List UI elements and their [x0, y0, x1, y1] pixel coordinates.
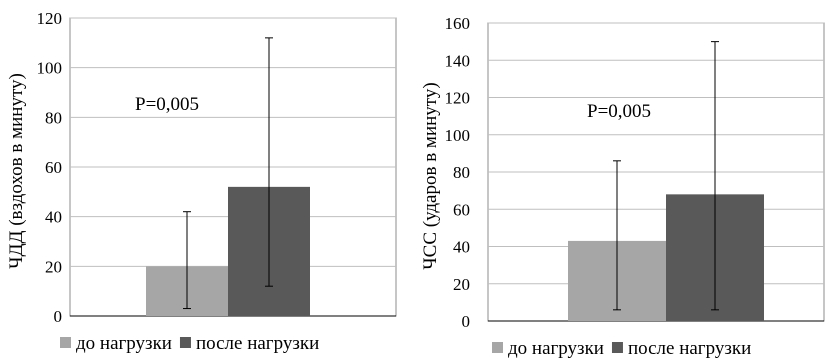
- y-tick-label: 40: [45, 208, 62, 227]
- legend-swatch: [611, 342, 623, 353]
- y-tick-label: 80: [453, 163, 470, 182]
- y-tick-label: 120: [445, 89, 471, 108]
- legend-swatch: [492, 342, 503, 353]
- y-tick-label: 80: [45, 108, 62, 127]
- legend-label: после нагрузки: [196, 333, 319, 354]
- legend-swatch: [60, 337, 71, 348]
- legend-label: до нагрузки: [508, 338, 604, 358]
- y-tick-label: 20: [45, 257, 62, 276]
- chart-1: 0 20 40 60 80 100 120 ЧДД (вздохов в минуту) P=0…: [6, 9, 397, 354]
- y-tick-label: 40: [453, 238, 470, 257]
- y-tick-label: 160: [445, 14, 471, 33]
- y-tick-label: 0: [54, 307, 63, 326]
- chart-2: 0 20 40 60 80 100 120 140 160 ЧСС (ударов в минут…: [420, 14, 825, 359]
- legend-label: после нагрузки: [628, 338, 751, 358]
- y-tick-label: 60: [45, 158, 62, 177]
- y-tick-label: 100: [445, 126, 471, 145]
- legend-swatch: [179, 337, 191, 348]
- y-axis-label: ЧДД (вздохов в минуту): [6, 73, 27, 269]
- y-tick-label: 0: [462, 312, 471, 331]
- p-value-annotation: P=0,005: [587, 101, 651, 122]
- p-value-annotation: P=0,005: [135, 94, 199, 115]
- y-tick-label: 100: [37, 59, 63, 78]
- y-tick-label: 140: [445, 51, 471, 70]
- y-tick-label: 20: [453, 275, 470, 294]
- y-tick-label: 120: [37, 9, 63, 28]
- y-tick-label: 60: [453, 200, 470, 219]
- legend-label: до нагрузки: [76, 333, 172, 354]
- y-axis-label: ЧСС (ударов в минуту): [420, 82, 441, 269]
